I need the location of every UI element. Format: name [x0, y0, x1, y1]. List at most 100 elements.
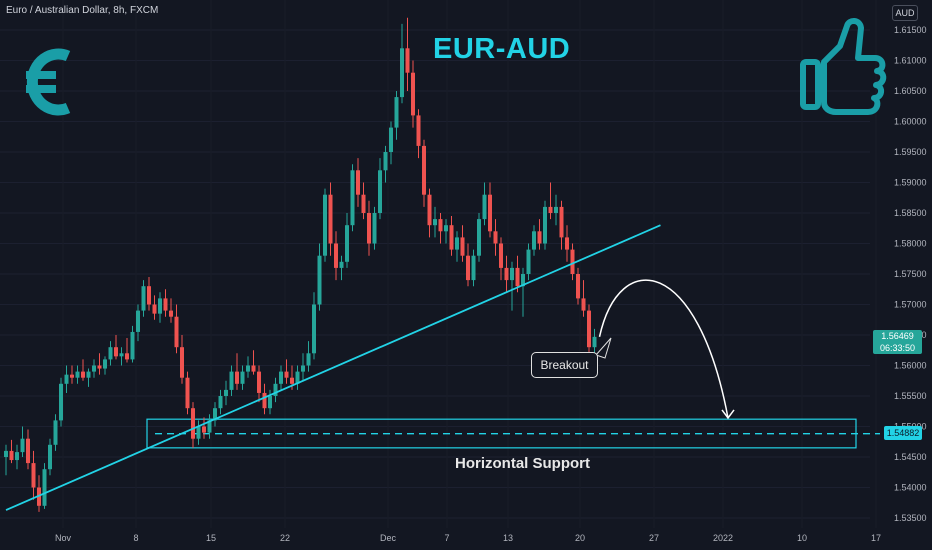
candle-body	[400, 48, 404, 98]
candle	[356, 158, 360, 207]
candle-body	[543, 206, 547, 244]
thumbs-up-icon	[800, 18, 887, 115]
candle	[350, 164, 355, 232]
candle-body	[147, 286, 151, 305]
candle	[15, 444, 19, 470]
candle-body	[394, 97, 399, 128]
candle-body	[576, 274, 580, 299]
candle-body	[383, 152, 388, 171]
breakout-callout-pointer	[595, 337, 612, 359]
price-tick-label: 1.56000	[894, 361, 927, 371]
candle-body	[158, 298, 162, 314]
candle	[592, 328, 597, 354]
price-tick-label: 1.54000	[894, 483, 927, 493]
time-tick-label: 7	[444, 533, 449, 543]
candle	[130, 325, 135, 363]
candle	[26, 429, 30, 470]
candle	[493, 219, 498, 256]
candle	[526, 243, 531, 281]
candle	[147, 277, 151, 311]
candle-body	[372, 213, 377, 244]
candle	[570, 243, 575, 281]
candle	[339, 255, 344, 281]
candle-body	[268, 396, 272, 409]
candle	[136, 304, 140, 342]
candle-body	[554, 206, 558, 213]
candle-body	[114, 347, 118, 357]
symbol-info: Euro / Australian Dollar, 8h, FXCM	[6, 5, 159, 16]
candle	[37, 475, 41, 512]
candle	[444, 219, 448, 244]
candle-body	[444, 225, 448, 232]
candle	[587, 304, 591, 354]
projection-arrow-head	[721, 409, 735, 420]
candle	[70, 365, 74, 384]
candle	[389, 121, 393, 165]
candle	[191, 402, 195, 448]
last-price-value: 1.56469	[881, 331, 914, 341]
price-tick-label: 1.54500	[894, 452, 927, 462]
candle-body	[460, 237, 465, 256]
candle	[141, 280, 146, 317]
candle	[108, 341, 113, 366]
candle-body	[565, 237, 569, 250]
candle	[163, 289, 168, 317]
candle-body	[196, 426, 201, 439]
candle	[213, 402, 217, 427]
candle-body	[532, 231, 536, 250]
candle-body	[548, 206, 553, 213]
candle	[92, 359, 96, 378]
candle-body	[279, 371, 283, 384]
time-tick-label: 20	[575, 533, 585, 543]
candle	[383, 145, 388, 183]
candle	[345, 213, 349, 268]
candle	[504, 255, 509, 293]
candle	[284, 359, 289, 384]
trendline[interactable]	[5, 224, 661, 511]
candle-body	[20, 438, 25, 453]
candle	[438, 213, 443, 244]
candle-body	[466, 255, 470, 281]
chart-grid	[0, 29, 870, 519]
candle-body	[493, 231, 498, 244]
candle-body	[97, 365, 102, 369]
candle-body	[290, 377, 294, 384]
candle-body	[449, 225, 454, 250]
price-tick-label: 1.59000	[894, 178, 927, 188]
price-tick-label: 1.60000	[894, 117, 927, 127]
price-tick-label: 1.58000	[894, 239, 927, 249]
candle-body	[570, 249, 575, 274]
candle-body	[328, 194, 333, 244]
candle	[103, 356, 107, 375]
candle-body	[537, 231, 542, 244]
candle	[64, 365, 69, 393]
candle-body	[141, 286, 146, 311]
candle	[81, 359, 85, 381]
candle-body	[240, 371, 245, 384]
time-axis: Nov 8 15 22 Dec 7 13 20 27 2022 10 17	[55, 533, 881, 543]
candle	[581, 280, 586, 317]
candle-body	[367, 213, 371, 244]
candle	[372, 206, 377, 250]
candle-body	[422, 145, 426, 195]
price-tick-label: 1.58500	[894, 208, 927, 218]
candle-body	[306, 353, 311, 366]
candle-body	[218, 396, 223, 409]
currency-badge[interactable]: AUD	[892, 5, 918, 21]
candle-body	[246, 365, 250, 372]
candle	[312, 292, 316, 360]
candle	[317, 243, 322, 311]
candle	[246, 356, 250, 378]
candle	[559, 200, 564, 250]
candle-body	[207, 420, 212, 433]
candle-body	[411, 72, 415, 116]
candle-body	[559, 206, 564, 238]
candle	[449, 216, 454, 256]
candle-body	[130, 331, 135, 360]
candle-body	[361, 194, 366, 213]
candle	[42, 463, 47, 509]
candle-body	[284, 371, 289, 378]
candle	[4, 444, 8, 476]
candle-body	[334, 243, 338, 268]
